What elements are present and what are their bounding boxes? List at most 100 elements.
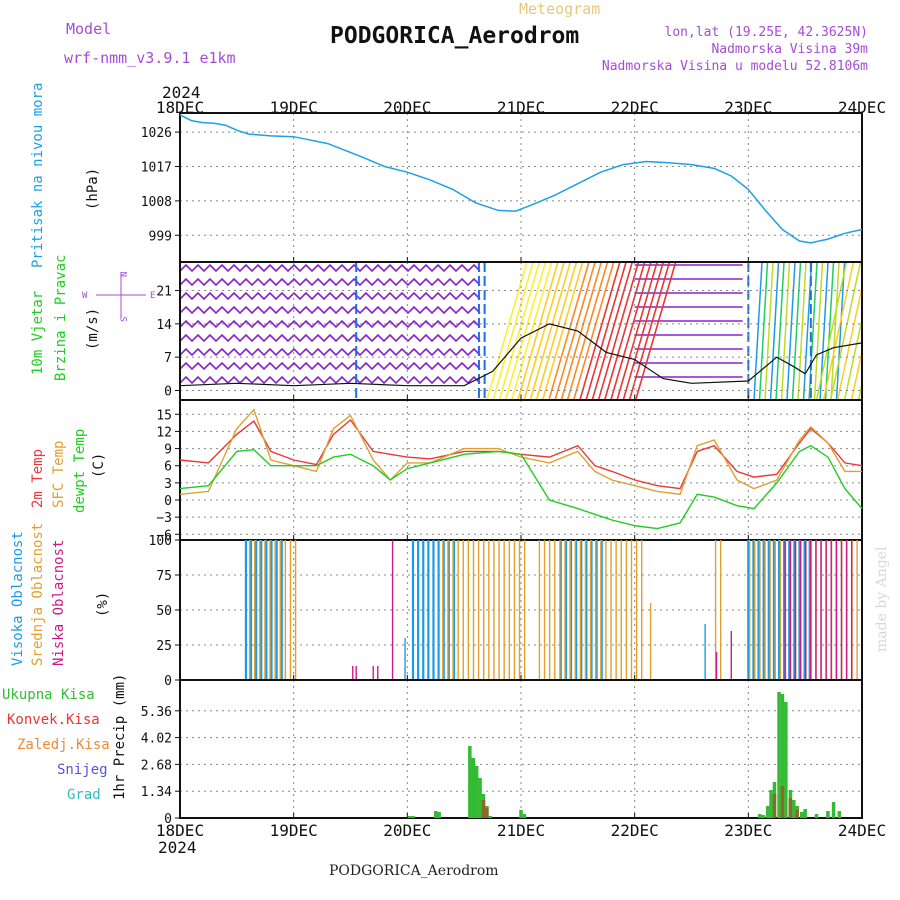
precip-bar [792,800,796,818]
wind-barb-row [180,277,481,287]
precip-bar [481,800,486,818]
station-title: PODGORICA_Aerodrom [330,23,579,49]
precip-legend-conv: Konvek.Kisa [7,712,100,728]
coords-text: lon,lat (19.25E, 42.3625N) [665,25,869,40]
precip-bar [522,814,527,818]
precip-bar [488,816,493,818]
wind-speed-line [179,323,863,387]
wind-barb-row [180,333,481,343]
y-tick-label: 9 [164,443,172,458]
wind-barb-diag [566,262,609,400]
y-tick-label: 2.68 [141,758,172,773]
precip-bar [780,694,785,818]
wind-barb-diag [554,262,596,400]
wind-barb-diag [585,262,627,400]
svg-text:N: N [120,272,130,277]
model-label: Model [66,20,111,38]
wind-barb-diag [498,262,541,400]
y-tick-label: 1008 [141,195,172,210]
wind-barb-diag [797,262,807,400]
wind-barb-diag [628,262,671,400]
precip-bar [407,816,412,818]
wind-ylabel-1: 10m Vjetar [30,291,46,375]
y-tick-label: 21 [156,285,172,300]
wind-barb-diag [529,262,572,400]
temperature-panel: −6 −3 0 3 6 9 12 15 [156,399,863,543]
svg-text:S: S [120,317,130,322]
wind-barb-diag [492,262,534,400]
precip-bar [769,790,773,818]
precip-bar [795,810,799,818]
bottom-date-label: 23DEC [724,821,772,840]
wind-barb-diag [791,262,802,400]
wind-barb-diag [523,262,565,400]
wind-barb-diag [850,348,862,400]
panel-frame [179,399,863,541]
y-tick-label: 100 [149,534,172,549]
precip-bar [519,810,523,818]
wind-barb-diag [591,262,634,400]
precip-bar [837,811,842,818]
year-bottom: 2024 [158,838,197,857]
precip-bar [411,816,415,818]
bottom-date-label: 22DEC [611,821,659,840]
svg-text:W: W [82,291,88,301]
y-tick-label: 50 [156,604,172,619]
wind-barb-diag [786,262,796,400]
y-tick-label: −3 [156,511,172,526]
temp-ylabel-3: dewpt Temp [72,429,88,513]
y-tick-label: 15 [156,408,172,423]
bottom-date-label: 21DEC [497,821,545,840]
watermark: made by Angel [874,546,890,652]
pressure-panel: 999 1008 1017 1026 [141,112,863,263]
dewpt-line [179,444,863,530]
wind-barb-row [180,305,481,315]
y-tick-label: 0 [164,384,172,399]
wind-barb-row [180,319,481,329]
temp-ylabel-1: 2m Temp [30,449,46,508]
wind-barb-diag [572,262,615,400]
precip-bar [474,766,479,818]
precip-bar [468,746,472,818]
precip-bar [831,802,836,818]
precip-legend-total: Ukupna Kisa [2,687,95,703]
y-tick-label: 1026 [141,126,172,141]
precip-unit: 1hr Precip (mm) [112,674,128,800]
bottom-date-label: 20DEC [383,821,431,840]
precip-legend-frozen: Zaledj.Kisa [17,737,110,753]
wind-barb-diag [753,262,763,400]
y-tick-label: 7 [164,351,172,366]
wind-barb-diag [866,262,896,400]
temp-sfc-line [179,408,862,496]
cloud-unit: (%) [95,592,111,617]
wind-barb-diag [541,262,584,400]
wind-barb-diag [815,262,848,400]
wind-barb-diag [780,262,791,400]
wind-barb-row [180,375,481,385]
precip-bar [780,786,785,818]
wind-barb-diag [824,262,835,400]
wind-barb-diag [873,262,900,400]
temp-unit: (C) [91,453,107,478]
wind-barb-diag [830,262,840,400]
wind-barb-diag [829,262,862,400]
wind-barb-row [180,263,481,273]
model-name: wrf-nmm_v3.9.1 e1km [64,49,236,67]
panel-frame [179,679,863,819]
y-tick-label: 0 [164,812,172,827]
y-tick-label: −6 [156,528,172,543]
cloud-panel: 0 25 50 75 100 [149,534,863,689]
y-tick-label: 0 [164,674,172,689]
wind-barb-diag [603,262,646,400]
wind-barb-diag [758,262,769,400]
precip-bar [434,811,438,818]
wind-barb-diag [622,262,665,400]
pressure-line [179,114,863,244]
precip-legend-hail: Grad [67,787,101,803]
y-tick-label: 12 [156,425,172,440]
cloud-ylabel-1: Visoka Oblacnost [10,531,26,666]
wind-barb-diag [634,262,677,400]
wind-barb-diag [764,262,774,400]
wind-barb-diag [486,262,528,400]
